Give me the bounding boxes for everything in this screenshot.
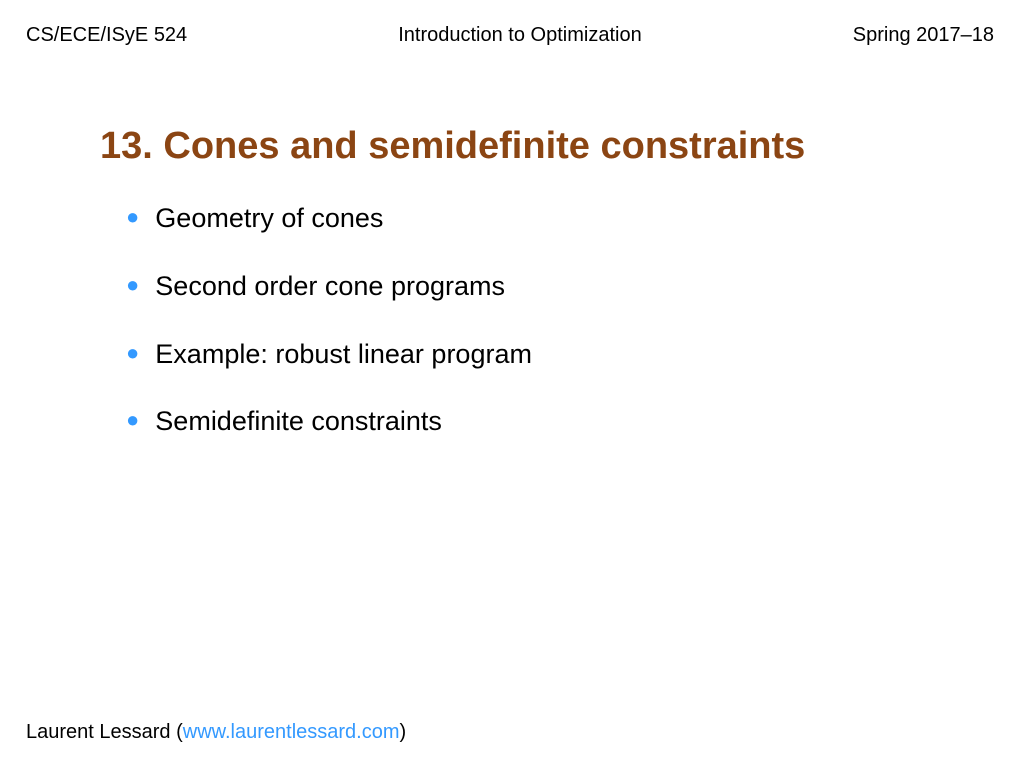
list-item: ● Example: robust linear program	[126, 336, 1020, 374]
bullet-text: Second order cone programs	[155, 268, 505, 306]
slide-footer: Laurent Lessard (www.laurentlessard.com)	[26, 721, 406, 744]
bullet-text: Geometry of cones	[155, 200, 383, 238]
author-link[interactable]: www.laurentlessard.com	[183, 721, 400, 743]
slide-header: CS/ECE/ISyE 524 Introduction to Optimiza…	[0, 0, 1020, 47]
slide-title: 13. Cones and semidefinite constraints	[100, 125, 1020, 168]
bullet-icon: ●	[126, 403, 139, 436]
paren-close: )	[400, 721, 407, 743]
course-code: CS/ECE/ISyE 524	[26, 24, 187, 47]
list-item: ● Geometry of cones	[126, 200, 1020, 238]
bullet-text: Semidefinite constraints	[155, 403, 442, 441]
paren-open: (	[171, 721, 183, 743]
bullet-icon: ●	[126, 200, 139, 233]
list-item: ● Second order cone programs	[126, 268, 1020, 306]
course-title: Introduction to Optimization	[398, 24, 641, 47]
semester: Spring 2017–18	[853, 24, 994, 47]
bullet-list: ● Geometry of cones ● Second order cone …	[126, 200, 1020, 441]
bullet-text: Example: robust linear program	[155, 336, 532, 374]
list-item: ● Semidefinite constraints	[126, 403, 1020, 441]
author-name: Laurent Lessard	[26, 721, 171, 743]
bullet-icon: ●	[126, 268, 139, 301]
bullet-icon: ●	[126, 336, 139, 369]
